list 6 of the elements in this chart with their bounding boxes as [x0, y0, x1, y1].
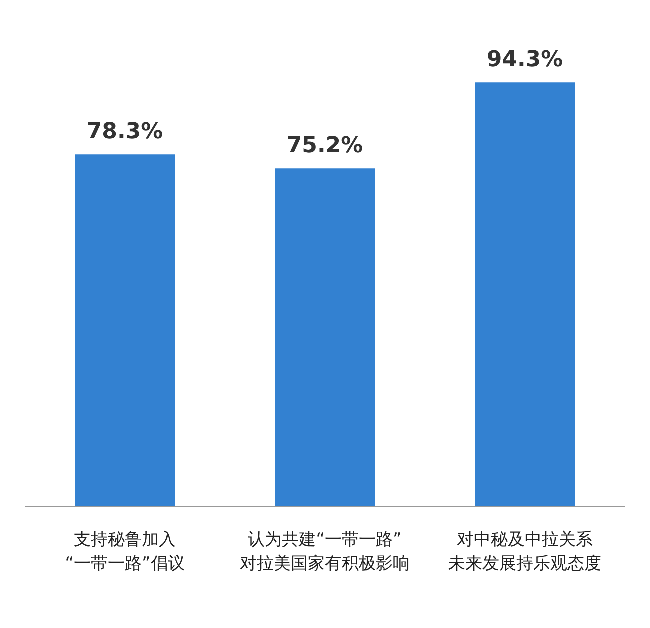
data-label: 78.3% [86, 120, 164, 145]
x-tick-label: 支持秘鲁加入“一带一路”倡议 [65, 530, 185, 574]
data-label: 94.3% [486, 48, 564, 73]
x-tick-label: 对中秘及中拉关系未来发展持乐观态度 [448, 530, 602, 574]
data-label: 75.2% [286, 134, 364, 159]
x-tick-label: 认为共建“一带一路”对拉美国家有积极影响 [240, 530, 410, 574]
